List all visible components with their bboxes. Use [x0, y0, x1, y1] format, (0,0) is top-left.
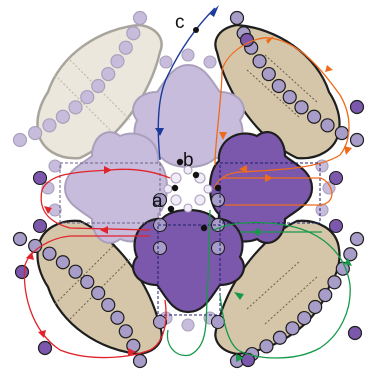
arrow-green-3 — [236, 354, 244, 362]
bead — [271, 78, 286, 94]
bead — [252, 54, 267, 69]
bead — [110, 310, 125, 325]
bead — [347, 325, 363, 341]
connector-circle — [181, 48, 195, 62]
bead — [91, 285, 106, 301]
label-a: a — [152, 191, 163, 212]
connector-circle — [170, 172, 182, 184]
bead — [240, 352, 256, 368]
bead — [261, 66, 276, 82]
bead — [37, 340, 53, 356]
arrow-red-4 — [26, 252, 34, 260]
connector-circle — [159, 55, 173, 69]
bead — [282, 89, 297, 105]
bead — [229, 10, 245, 26]
connector-circle — [48, 159, 62, 173]
connector-circle — [210, 240, 226, 256]
arrow-orange-4 — [344, 146, 352, 155]
bead — [239, 32, 255, 48]
arrow-red-6 — [128, 348, 136, 356]
arrow-orange-3 — [325, 65, 333, 72]
bead — [318, 287, 333, 303]
bead — [285, 321, 300, 336]
connector-circle — [32, 218, 48, 234]
bead — [110, 54, 125, 69]
arrow-orange-6 — [265, 174, 273, 182]
connector-circle — [152, 240, 168, 256]
bead — [334, 125, 349, 141]
bead — [101, 297, 116, 313]
connector-circle — [170, 194, 182, 206]
bead — [349, 132, 365, 148]
point-right-junction — [214, 184, 222, 192]
point-bottom-junction — [200, 224, 208, 232]
bead — [68, 264, 83, 279]
point-c — [193, 27, 199, 33]
arrow-red-5 — [38, 330, 46, 338]
bead — [349, 99, 365, 115]
bead — [80, 89, 95, 105]
arrow-red-2 — [44, 206, 52, 214]
bead — [14, 264, 30, 280]
connector-circle — [48, 203, 62, 217]
bead — [259, 339, 274, 354]
bead — [294, 100, 309, 115]
bead — [132, 10, 148, 26]
label-c: c — [175, 12, 185, 33]
connector-circle — [183, 203, 193, 213]
bead — [343, 247, 358, 262]
bead — [55, 255, 71, 270]
bead — [327, 275, 342, 290]
bead — [42, 118, 57, 133]
connector-circle — [183, 165, 193, 175]
connector-circle — [163, 184, 173, 194]
bead-rings — [12, 10, 365, 369]
bead — [68, 100, 83, 115]
arrow-green-4 — [234, 292, 244, 300]
arrow-orange-2 — [266, 36, 274, 44]
connector-circle — [328, 218, 344, 234]
arrow-orange-5 — [239, 165, 247, 173]
bead — [80, 274, 95, 290]
connector-circle — [32, 170, 48, 186]
arrow-orange-1 — [219, 132, 227, 140]
point-a — [167, 184, 179, 213]
connector-circle — [328, 170, 344, 186]
bead — [308, 299, 323, 315]
bead — [101, 66, 116, 82]
connector-circle — [203, 184, 213, 194]
bead — [306, 109, 322, 124]
connector-circle — [194, 194, 206, 206]
bead — [28, 125, 43, 141]
arrow-green-2 — [344, 258, 352, 266]
bead — [91, 78, 106, 94]
label-b: b — [183, 150, 194, 171]
arrow-red-3 — [100, 226, 108, 234]
center-connector-circles — [32, 48, 344, 332]
bead — [320, 118, 335, 133]
bead — [42, 246, 57, 261]
path-blue — [155, 5, 219, 161]
bead — [55, 109, 71, 124]
connector-circle — [210, 314, 226, 330]
connector-circle — [181, 318, 195, 332]
path-red — [23, 168, 171, 359]
connector-circle — [210, 192, 226, 208]
bead — [118, 324, 133, 339]
bead — [132, 353, 148, 369]
bead — [272, 330, 288, 345]
point-b — [176, 158, 200, 179]
bead — [349, 231, 365, 247]
bead — [118, 40, 133, 55]
connector-circle — [203, 55, 217, 69]
bead — [126, 26, 141, 41]
connector-circle — [315, 203, 329, 217]
bead — [297, 310, 312, 326]
arrow-red-1 — [104, 166, 112, 174]
arrow-green-1 — [252, 228, 260, 236]
bead — [12, 132, 28, 148]
bead — [12, 231, 28, 247]
